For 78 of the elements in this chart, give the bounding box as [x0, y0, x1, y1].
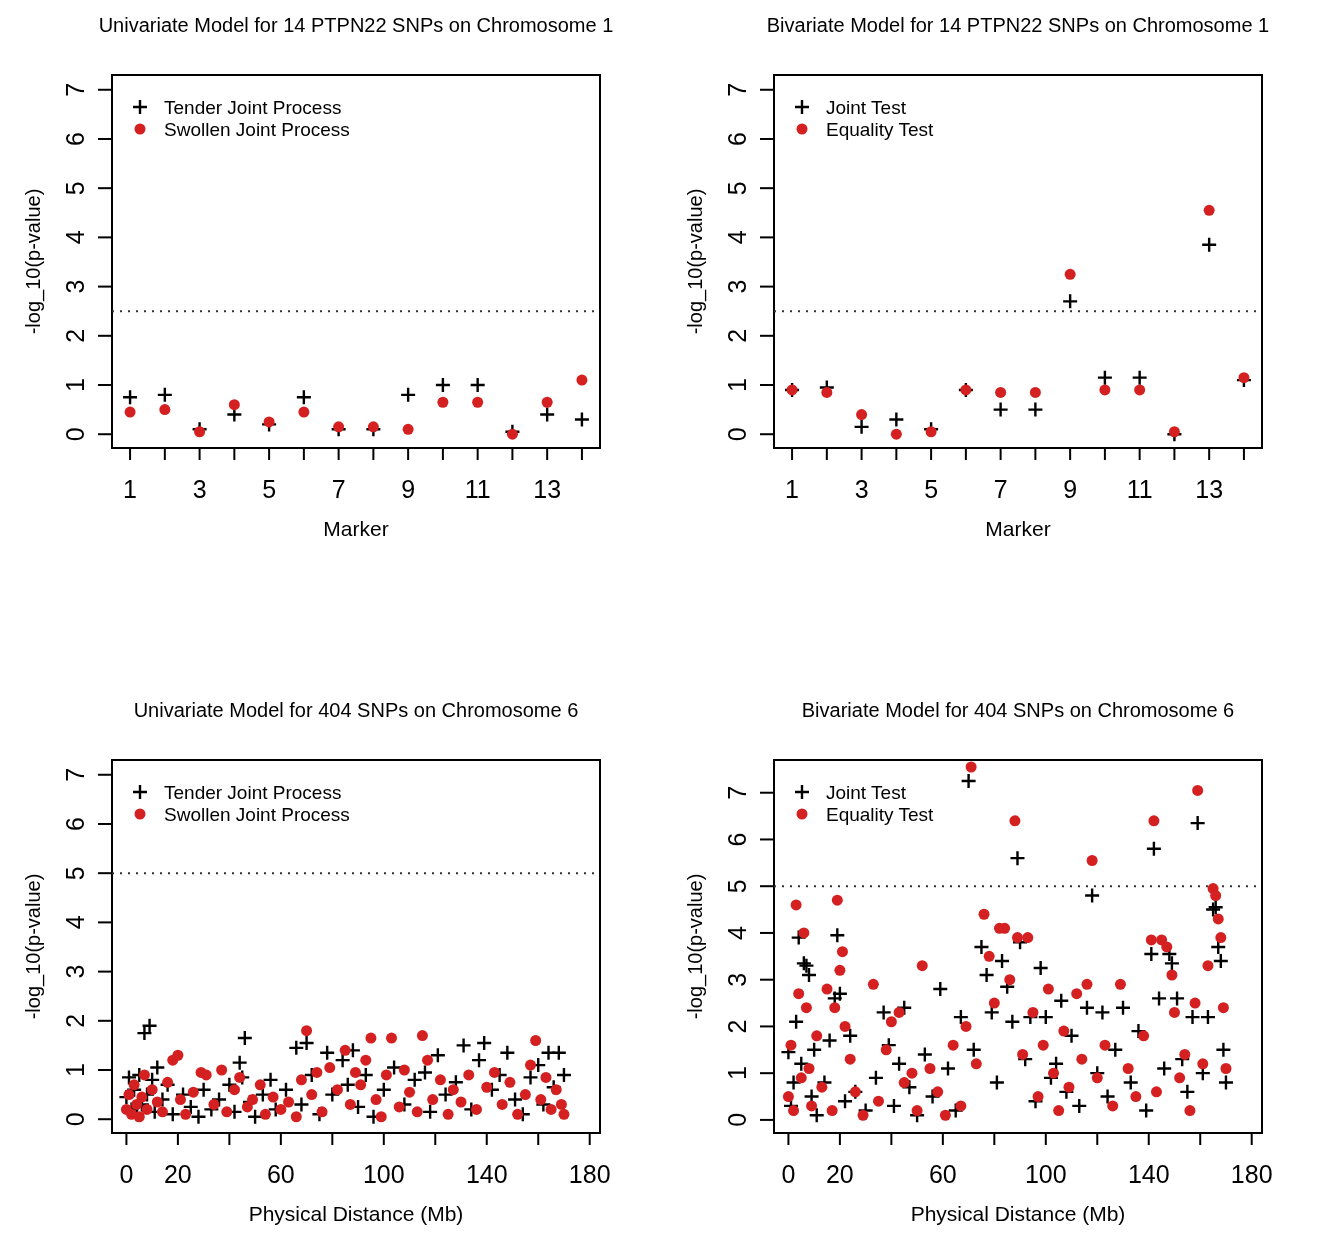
y-tick-label: 7 [61, 82, 89, 97]
chart-title: Bivariate Model for 404 SNPs on Chromosome 6 [801, 699, 1235, 721]
y-tick-label: 2 [723, 328, 751, 343]
y-tick-label: 6 [723, 132, 751, 146]
y-tick-label: 5 [61, 181, 89, 196]
x-tick-label: 11 [464, 475, 491, 503]
legend-label: Joint Test [826, 97, 907, 118]
chart-title: Univariate Model for 404 SNPs on Chromosome 6 [133, 699, 579, 721]
legend-label: Joint Test [826, 782, 907, 803]
x-axis-title: Physical Distance (Mb) [248, 1202, 464, 1225]
chart-title: Univariate Model for 14 PTPN22 SNPs on Chromosome 1 [98, 14, 614, 36]
x-tick-label: 20 [163, 1160, 192, 1188]
x-tick-label: 9 [401, 475, 416, 503]
y-tick-label: 0 [723, 1112, 751, 1127]
y-tick-label: 1 [723, 378, 751, 392]
y-axis-title: -log_10(p-value) [684, 873, 707, 1020]
y-tick-label: 2 [723, 1019, 751, 1034]
y-tick-label: 5 [61, 866, 89, 881]
x-tick-label: 140 [465, 1160, 508, 1188]
y-tick-label: 1 [61, 378, 89, 392]
x-tick-label: 0 [781, 1160, 796, 1188]
x-tick-label: 1 [785, 475, 800, 503]
legend-label: Equality Test [826, 804, 935, 825]
x-tick-label: 13 [533, 475, 562, 503]
legend-label: Swollen Joint Process [164, 804, 350, 825]
legend-label: Swollen Joint Process [164, 119, 350, 140]
x-axis-title: Marker [323, 517, 389, 540]
x-tick-label: 20 [825, 1160, 854, 1188]
x-tick-label: 180 [1230, 1160, 1273, 1188]
x-tick-label: 3 [854, 475, 869, 503]
y-tick-label: 3 [61, 279, 89, 294]
y-tick-label: 6 [61, 817, 89, 831]
y-tick-label: 3 [723, 279, 751, 294]
legend-label: Tender Joint Process [164, 782, 342, 803]
y-tick-label: 1 [723, 1066, 751, 1081]
x-tick-label: 100 [362, 1160, 405, 1188]
x-axis-title: Physical Distance (Mb) [910, 1202, 1126, 1225]
x-tick-label: 5 [924, 475, 939, 503]
y-axis-title: -log_10(p-value) [22, 188, 45, 335]
y-axis-title: -log_10(p-value) [22, 873, 45, 1020]
x-tick-label: 60 [266, 1160, 295, 1188]
y-tick-label: 4 [723, 925, 751, 940]
y-tick-label: 2 [61, 328, 89, 343]
y-tick-label: 7 [61, 767, 89, 782]
x-tick-label: 7 [993, 475, 1008, 503]
y-tick-label: 0 [61, 427, 89, 442]
y-tick-label: 5 [723, 879, 751, 894]
y-tick-label: 6 [723, 832, 751, 847]
y-tick-label: 4 [61, 230, 89, 245]
x-tick-label: 100 [1024, 1160, 1067, 1188]
x-axis-title: Marker [985, 517, 1051, 540]
y-tick-label: 4 [723, 230, 751, 245]
chart-title: Bivariate Model for 14 PTPN22 SNPs on Chromosome 1 [766, 14, 1270, 36]
x-tick-label: 3 [192, 475, 207, 503]
x-tick-label: 140 [1127, 1160, 1170, 1188]
y-tick-label: 0 [723, 427, 751, 442]
x-tick-label: 0 [119, 1160, 134, 1188]
legend-label: Tender Joint Process [164, 97, 342, 118]
x-tick-label: 60 [928, 1160, 957, 1188]
x-tick-label: 5 [262, 475, 277, 503]
x-tick-label: 180 [568, 1160, 611, 1188]
y-tick-label: 0 [61, 1112, 89, 1127]
y-tick-label: 5 [723, 181, 751, 196]
x-tick-label: 7 [331, 475, 346, 503]
y-tick-label: 7 [723, 82, 751, 97]
y-tick-label: 7 [723, 785, 751, 800]
y-tick-label: 3 [723, 972, 751, 987]
y-tick-label: 2 [61, 1013, 89, 1028]
y-axis-title: -log_10(p-value) [684, 188, 707, 335]
y-tick-label: 4 [61, 915, 89, 930]
y-tick-label: 6 [61, 132, 89, 146]
x-tick-label: 9 [1063, 475, 1078, 503]
legend-label: Equality Test [826, 119, 935, 140]
x-tick-label: 11 [1126, 475, 1153, 503]
x-tick-label: 13 [1195, 475, 1224, 503]
y-tick-label: 3 [61, 964, 89, 979]
x-tick-label: 1 [123, 475, 138, 503]
y-tick-label: 1 [61, 1063, 89, 1077]
